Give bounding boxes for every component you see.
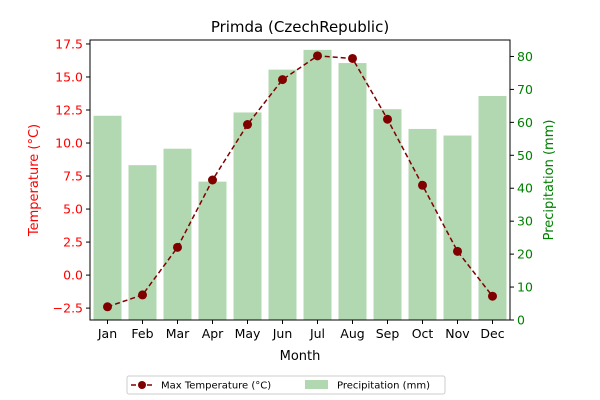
temp-point-jan [103, 302, 112, 312]
left-axis: −2.5 0.0 2.5 5.0 7.5 10.0 12.5 15.0 17.5 [53, 36, 90, 316]
x-tick-label: Dec [480, 326, 504, 341]
x-tick-label: Oct [412, 326, 434, 341]
precip-bar-jan [93, 115, 122, 320]
x-tick-label: Apr [202, 326, 224, 341]
precip-bar-oct [408, 128, 437, 320]
temp-point-aug [348, 53, 357, 63]
plot-border [89, 39, 511, 321]
x-tick-label: May [235, 326, 261, 341]
x-tick-label: Jul [309, 326, 325, 341]
right-tick-label: 40 [517, 181, 533, 196]
legend-box [126, 375, 446, 395]
x-tick-label: Aug [340, 326, 364, 341]
left-axis-label: Temperature (°C) [27, 124, 42, 237]
temperature-line-path [107, 55, 494, 308]
temp-point-sep [383, 114, 392, 124]
left-tick-label: 5.0 [63, 202, 83, 217]
left-tick-label: 17.5 [55, 36, 83, 51]
legend: Max Temperature (°C) Precipitation (mm) [126, 375, 446, 395]
precip-bar-may [233, 112, 262, 321]
precip-bar-dec [478, 96, 507, 320]
temp-point-feb [138, 290, 147, 300]
temp-point-apr [208, 175, 217, 185]
precip-bar-jul [303, 49, 332, 320]
precip-bar-nov [443, 135, 472, 320]
left-tick-label: −2.5 [53, 301, 83, 316]
left-tick-label: 7.5 [63, 169, 83, 184]
right-tick-label: 20 [517, 247, 533, 262]
x-tick-label: Nov [445, 326, 470, 341]
precip-bar-mar [163, 148, 192, 320]
x-tick-label: Mar [166, 326, 190, 341]
legend-bar-swatch [305, 380, 328, 389]
right-tick-label: 50 [517, 148, 533, 163]
right-tick-label: 10 [517, 280, 533, 295]
left-tick-label: 12.5 [55, 103, 83, 118]
legend-line-label: Max Temperature (°C) [161, 381, 271, 392]
x-axis-label: Month [280, 349, 321, 364]
temp-point-may [243, 120, 252, 130]
right-tick-label: 30 [517, 214, 533, 229]
temp-point-dec [488, 291, 497, 301]
precip-bar-jun [268, 69, 297, 320]
precip-bar-apr [198, 181, 227, 320]
temp-point-oct [418, 180, 427, 190]
x-tick-label: Feb [131, 326, 153, 341]
left-tick-label: 0.0 [63, 268, 83, 283]
right-tick-label: 80 [517, 49, 533, 64]
x-axis: Jan Feb Mar Apr May Jun Jul Aug Sep Oct Nov Dec [97, 320, 505, 341]
temp-point-mar [173, 242, 182, 252]
legend-bar-label: Precipitation (mm) [337, 381, 430, 392]
left-tick-label: 2.5 [63, 235, 83, 250]
x-tick-label: Sep [376, 326, 400, 341]
precip-bar-aug [338, 63, 367, 320]
temp-point-jul [313, 51, 322, 61]
left-tick-label: 15.0 [55, 69, 83, 84]
temp-point-jun [278, 75, 287, 85]
x-tick-label: Jan [97, 326, 117, 341]
x-tick-label: Jun [272, 326, 293, 341]
right-axis-label: Precipitation (mm) [542, 120, 557, 241]
right-tick-label: 70 [517, 82, 533, 97]
temperature-line [103, 51, 497, 312]
right-axis: 0 10 20 30 40 50 60 70 80 [510, 49, 533, 328]
chart-title: Primda (CzechRepublic) [211, 18, 389, 36]
right-tick-label: 0 [517, 313, 525, 328]
plot-frame [89, 39, 511, 321]
right-tick-label: 60 [517, 115, 533, 130]
legend-line-marker [138, 381, 146, 389]
temp-point-nov [453, 246, 462, 256]
left-tick-label: 10.0 [55, 136, 83, 151]
precip-bar-sep [373, 109, 402, 320]
precipitation-bars [93, 49, 507, 321]
